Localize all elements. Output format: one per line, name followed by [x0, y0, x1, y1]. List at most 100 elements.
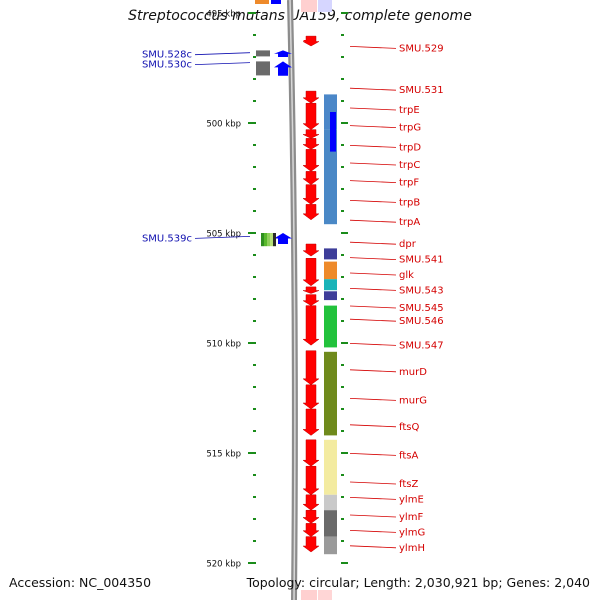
forward-gene-arrow [302, 465, 320, 496]
major-tick-label: 510 kbp [206, 340, 241, 350]
label-leader-line [349, 369, 397, 373]
label-leader-line [349, 219, 397, 223]
forward-gene-arrow [302, 408, 320, 436]
gene-label-murg: murG [399, 395, 427, 406]
major-tick-label: 515 kbp [206, 450, 241, 460]
gene-label-smu-545: SMU.545 [399, 303, 444, 314]
gene-label-trpb: trpB [399, 197, 420, 208]
label-leader-line [349, 481, 397, 485]
gene-label-smu-539c: SMU.539c [142, 233, 192, 244]
forward-gene-arrow [302, 294, 320, 306]
forward-gene-arrow [302, 305, 320, 346]
label-leader-line [349, 162, 397, 166]
forward-gene-arrow [302, 384, 320, 410]
gene-label-murd: murD [399, 367, 427, 378]
forward-gene-arrow [302, 536, 320, 553]
label-leader-line [349, 305, 397, 309]
label-leader-line [349, 398, 397, 401]
gene-label-smu-530c: SMU.530c [142, 60, 192, 71]
label-leader-line [349, 87, 397, 91]
gene-label-dpr: dpr [399, 239, 417, 250]
accession-label: Accession: NC_004350 [9, 575, 152, 590]
faded-reverse-track-bottom [318, 590, 332, 600]
gene-label-smu-531: SMU.531 [399, 85, 444, 96]
label-leader-line [349, 46, 397, 49]
gene-label-smu-543: SMU.543 [399, 285, 444, 296]
genome-backbone-highlight [289, 0, 296, 600]
forward-gene-arrow [303, 40, 315, 45]
reverse-gene-arrow [271, 0, 281, 4]
forward-gene-arrow [302, 204, 320, 221]
label-leader-line [194, 236, 251, 239]
reverse-gene-arrow [274, 233, 292, 244]
gene-label-ylmg: ylmG [399, 527, 425, 538]
gene-label-trpd: trpD [399, 142, 421, 153]
label-leader-line [349, 257, 397, 260]
forward-gene-arrow [302, 439, 320, 467]
label-leader-line [349, 288, 397, 291]
forward-gene-arrow [302, 184, 320, 205]
faded-reverse-track-top [318, 0, 332, 12]
gene-label-ylme: ylmE [399, 494, 424, 505]
forward-gene-arrow [302, 138, 320, 150]
gene-label-trpa: trpA [399, 217, 420, 228]
function-block [255, 0, 269, 4]
forward-gene-arrow [302, 494, 320, 511]
function-block [256, 50, 270, 57]
function-block [324, 305, 337, 348]
label-leader-line [194, 52, 251, 56]
forward-gene-arrow [302, 258, 320, 287]
label-leader-line [349, 453, 397, 456]
major-tick-label: 500 kbp [206, 120, 241, 130]
label-leader-line [349, 272, 397, 276]
gene-label-trpg: trpG [399, 123, 421, 134]
gene-label-glk: glk [399, 270, 414, 281]
faded-forward-track-bottom [301, 590, 317, 600]
label-leader-line [349, 107, 397, 111]
forward-gene-arrow [302, 509, 320, 524]
major-tick-label: 505 kbp [206, 230, 241, 240]
label-leader-line [349, 545, 397, 549]
label-leader-line [349, 318, 397, 322]
function-block [324, 261, 337, 280]
gene-label-trpe: trpE [399, 105, 420, 116]
gene-label-trpf: trpF [399, 178, 419, 189]
label-leader-line [349, 125, 397, 128]
gene-label-smu-547: SMU.547 [399, 340, 444, 351]
function-block [261, 233, 264, 247]
label-leader-line [349, 241, 397, 245]
reverse-gene-arrow [274, 61, 292, 76]
label-leader-line [349, 424, 397, 428]
gene-label-smu-546: SMU.546 [399, 316, 444, 327]
function-block [324, 248, 337, 260]
genome-summary-label: Topology: circular; Length: 2,030,921 bp… [246, 575, 590, 590]
forward-gene-arrow [302, 243, 320, 257]
major-tick-label: 495 kbp [206, 10, 241, 20]
forward-gene-arrow [302, 286, 320, 294]
gene-label-trpc: trpC [399, 160, 420, 171]
label-leader-line [349, 180, 397, 183]
gene-label-ftsq: ftsQ [399, 422, 419, 433]
function-block [324, 510, 337, 537]
function-block [324, 351, 337, 436]
label-leader-line [349, 530, 397, 533]
map-title: Streptococcus mutans UA159, complete gen… [128, 8, 472, 24]
label-leader-line [349, 200, 397, 203]
function-block [270, 233, 273, 247]
forward-gene-arrow [302, 90, 320, 104]
function-block [324, 536, 337, 555]
forward-gene-arrow [302, 149, 320, 172]
gene-label-smu-528c: SMU.528c [142, 50, 192, 61]
function-block [324, 291, 337, 301]
forward-gene-arrow [302, 129, 320, 139]
label-leader-line [349, 145, 397, 148]
gene-label-ftsz: ftsZ [399, 479, 418, 490]
function-block [324, 279, 337, 291]
reverse-gene-arrow [274, 50, 292, 57]
major-tick-label: 520 kbp [206, 560, 241, 570]
function-block [264, 233, 267, 247]
forward-gene-arrow [302, 350, 320, 386]
faded-forward-track-top [301, 0, 317, 12]
